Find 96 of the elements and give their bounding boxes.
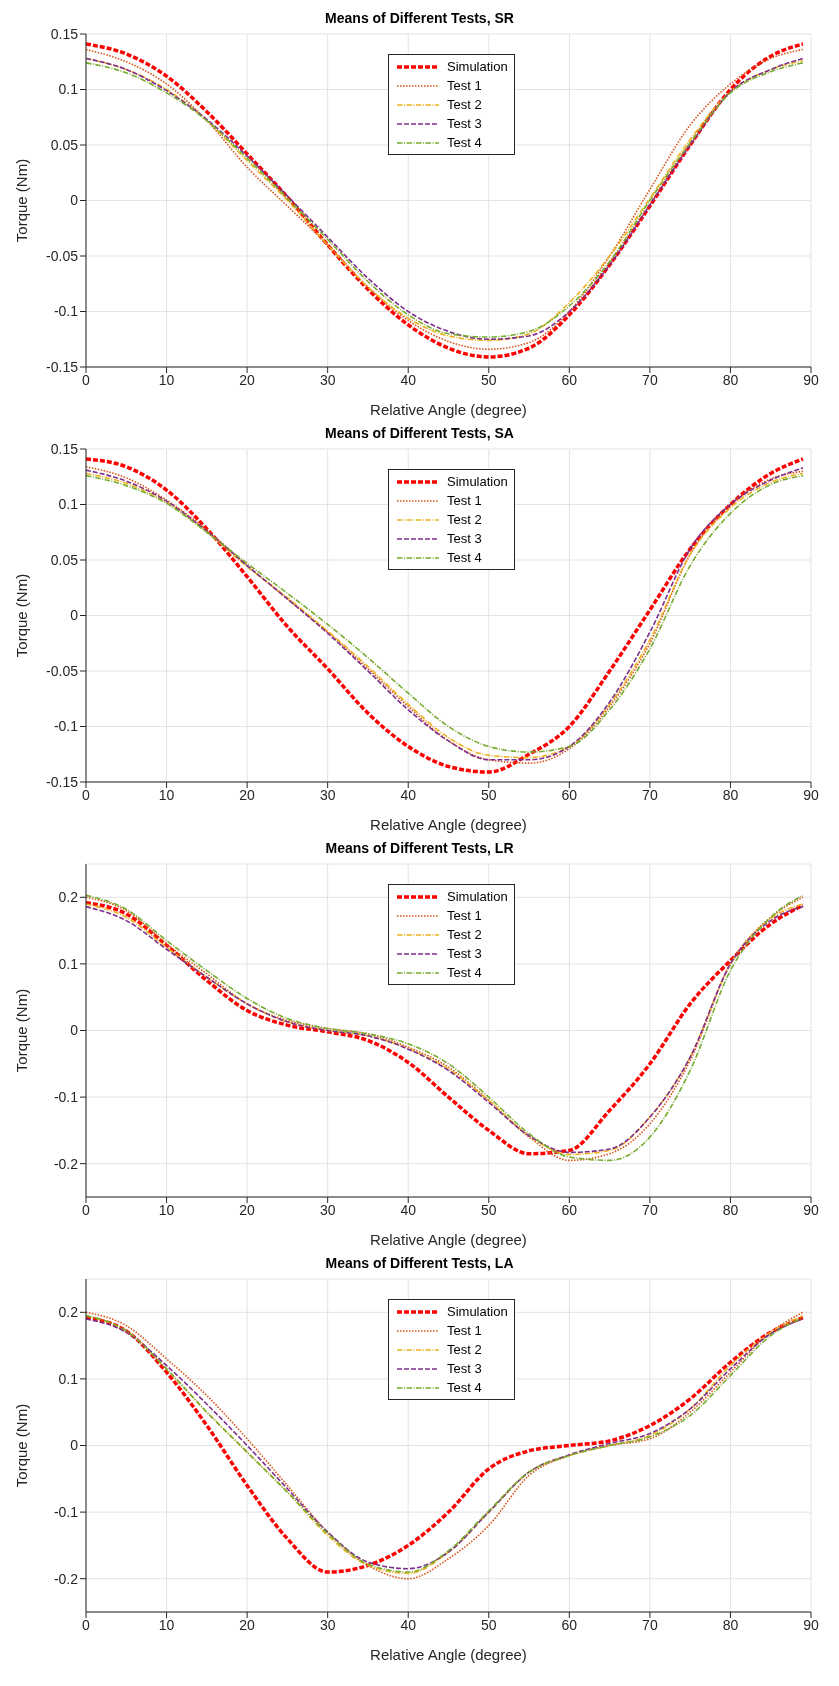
x-tick-label: 70 [642,1201,658,1218]
y-tick-label: 0.1 [58,81,79,98]
y-tick-label: -0.15 [46,358,79,375]
x-tick-label: 70 [642,371,658,388]
y-axis-title: Torque (Nm) [13,988,31,1073]
x-tick-label: 40 [400,371,417,388]
legend-label: Test 3 [447,116,482,131]
x-axis-title: Relative Angle (degree) [370,816,527,833]
chart-title: Means of Different Tests, SR [325,10,514,26]
y-tick-label: 0.2 [58,1304,79,1321]
x-tick-label: 0 [82,786,91,803]
x-tick-label: 30 [319,371,336,388]
x-tick-label: 90 [803,786,819,803]
legend-label: Test 4 [447,965,482,980]
x-tick-label: 60 [561,1201,578,1218]
y-tick-label: -0.1 [53,1089,79,1106]
y-tick-label: 0.1 [58,496,79,513]
y-tick-label: -0.2 [53,1155,79,1172]
chart-title: Means of Different Tests, LA [324,1254,515,1273]
y-axis-title: Torque (Nm) [13,1403,31,1488]
x-tick-label: 60 [561,786,578,803]
y-axis-title: Torque (Nm) [13,573,31,658]
legend-label: Test 2 [447,927,482,942]
legend-label: Test 2 [447,1342,482,1357]
x-axis-title: Relative Angle (degree) [370,401,527,418]
y-tick-label: 0.15 [50,440,79,457]
x-tick-label: 40 [400,1201,417,1218]
y-tick-label: -0.15 [46,773,79,790]
legend-label: Test 1 [447,493,482,508]
legend-label: Test 3 [447,946,482,961]
y-tick-label: 0 [70,1022,79,1039]
x-tick-label: 80 [722,1201,739,1218]
x-tick-label: 70 [642,1616,658,1633]
x-tick-label: 30 [319,1201,336,1218]
x-tick-label: 10 [158,1616,175,1633]
x-axis-title: Relative Angle (degree) [370,1646,527,1663]
y-tick-label: 0.2 [58,889,79,906]
x-tick-label: 10 [158,1201,175,1218]
legend-label: Simulation [447,59,508,74]
legend-label: Test 3 [447,531,482,546]
x-tick-label: 30 [319,786,336,803]
legend-label: Test 4 [447,135,482,150]
y-tick-label: -0.1 [53,303,79,320]
x-tick-label: 60 [561,371,578,388]
y-tick-label: 0.1 [58,1370,79,1387]
y-tick-label: 0 [70,192,79,209]
y-tick-label: 0 [70,1437,79,1454]
x-tick-label: 60 [561,1616,578,1633]
y-tick-label: -0.2 [53,1570,79,1587]
x-tick-label: 0 [82,1616,91,1633]
y-tick-label: 0.15 [50,25,79,42]
x-tick-label: 0 [82,371,91,388]
x-tick-label: 10 [158,371,175,388]
x-tick-label: 10 [158,786,175,803]
x-tick-label: 80 [722,1616,739,1633]
legend-label: Test 1 [447,78,482,93]
x-tick-label: 90 [803,1201,819,1218]
x-tick-label: 50 [480,371,497,388]
legend-label: Test 2 [447,97,482,112]
x-tick-label: 20 [239,1616,256,1633]
legend-label: Test 1 [447,908,482,923]
chart-title: Means of Different Tests, LR [324,839,515,858]
legend-label: Test 1 [447,1323,482,1338]
y-axis-title: Torque (Nm) [13,158,31,243]
x-axis-title: Relative Angle (degree) [370,1231,527,1248]
y-tick-label: 0.05 [50,136,79,153]
y-tick-label: -0.1 [53,718,79,735]
legend-label: Test 3 [447,1361,482,1376]
x-tick-label: 20 [239,1201,256,1218]
x-tick-label: 80 [722,786,739,803]
x-tick-label: 50 [480,786,497,803]
x-tick-label: 20 [239,786,256,803]
x-tick-label: 50 [480,1201,497,1218]
legend-label: Simulation [447,1304,508,1319]
y-tick-label: 0 [70,607,79,624]
x-tick-label: 0 [82,1201,91,1218]
y-tick-label: -0.05 [46,662,79,679]
legend-label: Test 2 [447,512,482,527]
x-tick-label: 70 [642,786,658,803]
x-tick-label: 80 [722,371,739,388]
y-tick-label: 0.1 [58,955,79,972]
chart-title: Means of Different Tests, SA [325,425,514,441]
legend-label: Test 4 [447,1380,482,1395]
x-tick-label: 90 [803,1616,819,1633]
x-tick-label: 40 [400,1616,417,1633]
x-tick-label: 20 [239,371,256,388]
y-tick-label: -0.05 [46,247,79,264]
legend-label: Simulation [447,474,508,489]
y-tick-label: 0.05 [50,551,79,568]
y-tick-label: -0.1 [53,1504,79,1521]
legend-label: Test 4 [447,550,482,565]
x-tick-label: 50 [480,1616,497,1633]
x-tick-label: 30 [319,1616,336,1633]
x-tick-label: 90 [803,371,819,388]
x-tick-label: 40 [400,786,417,803]
legend-label: Simulation [447,889,508,904]
